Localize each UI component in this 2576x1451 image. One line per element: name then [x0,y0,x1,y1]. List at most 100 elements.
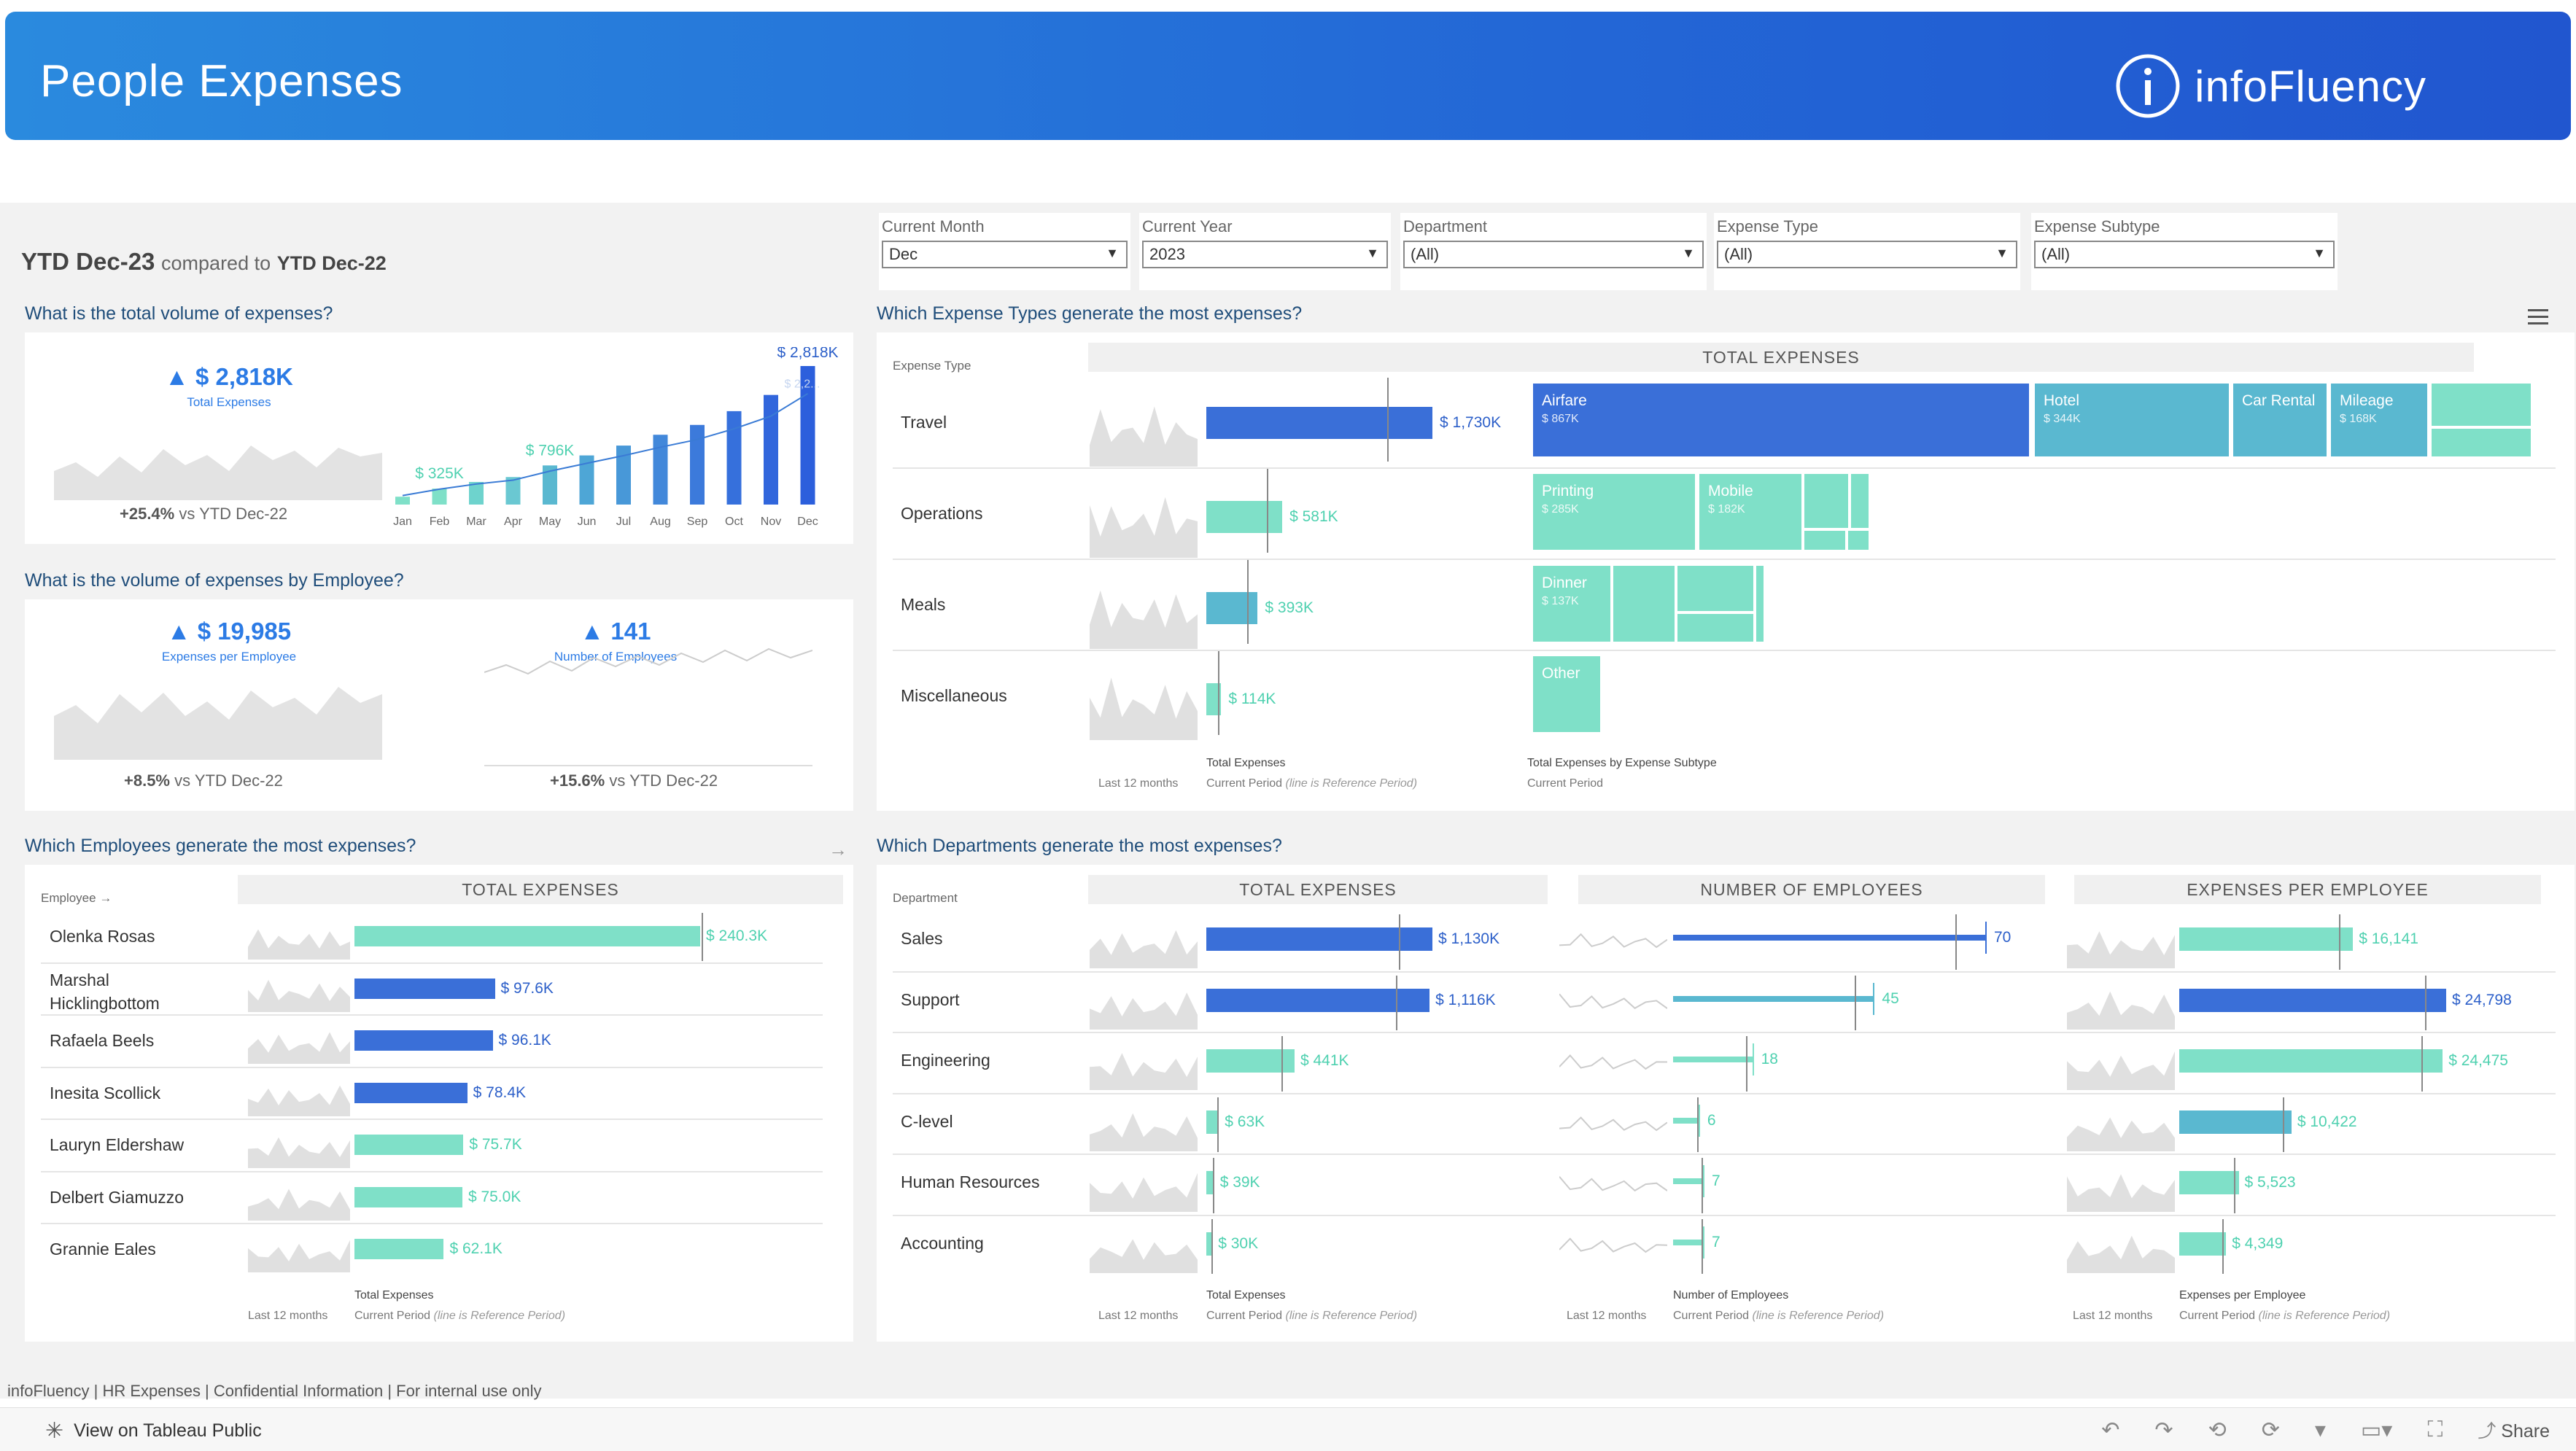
month-bar[interactable] [764,394,778,505]
month-bar[interactable] [505,477,521,505]
last12-line-sparkline [1559,1176,1667,1192]
department-total-bar[interactable] [1206,1232,1213,1256]
department-epe-value: $ 5,523 [2244,1174,2296,1191]
revert-icon[interactable]: ⟲ [2208,1417,2227,1442]
share-button[interactable]: ⤴ Share [2478,1417,2550,1443]
redo-icon[interactable]: ↷ [2154,1417,2173,1442]
department-employee-bar[interactable] [1673,995,1875,1002]
department-epe-bar[interactable] [2179,927,2354,951]
department-epe-bar[interactable] [2179,1232,2227,1256]
expense-type-select[interactable]: (All) ▼ [1717,241,2017,268]
device-preview-icon[interactable]: ▭▾ [2360,1417,2393,1442]
employee-bar[interactable] [354,926,700,946]
expense-type-bar[interactable] [1206,501,1283,533]
month-bar[interactable] [395,497,410,505]
month-bar[interactable] [543,465,557,505]
footnote-last12: Last 12 months [2073,1310,2153,1322]
footnote-period: Current Period (line is Reference Period… [1206,1310,1418,1322]
arrow-right-icon[interactable]: → [829,839,847,860]
current-month-select[interactable]: Dec ▼ [882,241,1128,268]
department-total-bar[interactable] [1206,1049,1295,1073]
treemap-tile-mileage[interactable]: Mileage $ 168K [2331,384,2427,456]
department-employee-bar[interactable] [1673,1178,1704,1184]
month-bar[interactable] [432,489,447,505]
treemap-tile-dinner[interactable]: Dinner $ 137K [1533,566,1610,642]
up-arrow-icon: ▲ [165,363,189,390]
last12-line-sparkline [1559,1054,1667,1070]
month-bar[interactable] [690,424,705,505]
menu-icon[interactable] [2528,309,2548,325]
department-epe-bar[interactable] [2179,1049,2443,1073]
pause-icon[interactable]: ▾ [2314,1417,2326,1442]
employee-name: Marshal Hicklingbottom [50,970,160,1013]
treemap-tile-hotel[interactable]: Hotel $ 344K [2035,384,2229,456]
filter-value: (All) [1411,245,1440,263]
department-employee-bar[interactable] [1673,1057,1754,1062]
period-reference: YTD Dec-22 [276,252,387,274]
filter-current-month: Current Month Dec ▼ [879,213,1130,290]
bar-end-marker [1985,922,1987,954]
filter-label: Current Year [1142,217,1233,236]
department-total-bar[interactable] [1206,988,1430,1012]
department-epe-bar[interactable] [2179,988,2446,1012]
treemap-tile-operations-other[interactable] [1848,531,1869,550]
month-tick-label: Oct [725,516,743,528]
expense-type-bar[interactable] [1206,683,1222,715]
fullscreen-icon[interactable]: ⛶ [2427,1417,2443,1442]
footnote-last12: Last 12 months [248,1310,328,1322]
brand-logo: infoFluency [2114,50,2426,122]
department-epe-bar[interactable] [2179,1171,2239,1194]
treemap-tile-airfare[interactable]: Airfare $ 867K [1533,384,2029,456]
employee-bar[interactable] [354,1135,464,1155]
treemap-tile-other[interactable]: Other [1533,656,1600,732]
treemap-tile-meals-other[interactable] [1677,614,1753,642]
month-bar[interactable] [800,366,815,505]
reference-line [1267,469,1269,553]
up-arrow-icon: ▲ [580,618,605,645]
month-bar[interactable] [469,481,484,505]
department-total-bar[interactable] [1206,1171,1214,1194]
treemap-tile-operations-other[interactable] [1851,474,1869,528]
employee-bar[interactable] [354,1030,493,1051]
treemap-tile-operations-other[interactable] [1804,474,1848,528]
treemap-tile-meals-other[interactable] [1613,566,1675,642]
department-total-bar[interactable] [1206,927,1432,951]
current-year-select[interactable]: 2023 ▼ [1142,241,1388,268]
expense-subtype-select[interactable]: (All) ▼ [2034,241,2335,268]
treemap-tile-travel-other[interactable] [2432,384,2531,426]
department-employee-bar[interactable] [1673,1239,1704,1245]
employee-value: $ 96.1K [498,1032,551,1049]
treemap-tile-printing[interactable]: Printing $ 285K [1533,474,1695,550]
treemap-tile-travel-other[interactable] [2432,429,2531,456]
employee-bar[interactable] [354,978,495,999]
department-select[interactable]: (All) ▼ [1403,241,1704,268]
month-bar[interactable] [616,446,631,505]
month-bar[interactable] [579,455,594,505]
expense-type-bar[interactable] [1206,407,1432,439]
tableau-toolbar: ✳ View on Tableau Public ↶ ↷ ⟲ ⟳ ▾ ▭▾ ⛶ … [0,1407,2576,1451]
employee-bar[interactable] [354,1239,444,1259]
undo-icon[interactable]: ↶ [2101,1417,2120,1442]
treemap-tile-meals-other[interactable] [1677,566,1753,611]
treemap-tile-car-rental[interactable]: Car Rental [2233,384,2327,456]
department-epe-bar[interactable] [2179,1110,2292,1134]
reference-line [2339,914,2341,970]
month-bar[interactable] [726,411,742,505]
monthly-bar-chart: Jan Feb Mar Apr May Jun Jul Aug Sep Oct Nov Dec $ 32… [393,347,838,528]
last12-sparkline [1090,992,1198,1030]
last12-sparkline [1090,590,1198,649]
refresh-icon[interactable]: ⟳ [2261,1417,2280,1442]
department-employee-bar[interactable] [1673,1117,1700,1124]
treemap-tile-meals-other[interactable] [1756,566,1764,642]
footnote-total: Total Expenses [1206,1289,1286,1302]
view-on-tableau-public-link[interactable]: ✳ View on Tableau Public [45,1418,262,1444]
treemap-tile-mobile[interactable]: Mobile $ 182K [1699,474,1801,550]
treemap-tile-operations-other[interactable] [1804,531,1845,550]
employee-bar[interactable] [354,1186,462,1207]
employee-bar[interactable] [354,1082,468,1103]
department-employee-bar[interactable] [1673,935,1987,941]
expense-type-bar[interactable] [1206,592,1258,624]
department-total-bar[interactable] [1206,1110,1219,1134]
last12-sparkline [248,1032,350,1064]
month-bar[interactable] [653,435,668,505]
